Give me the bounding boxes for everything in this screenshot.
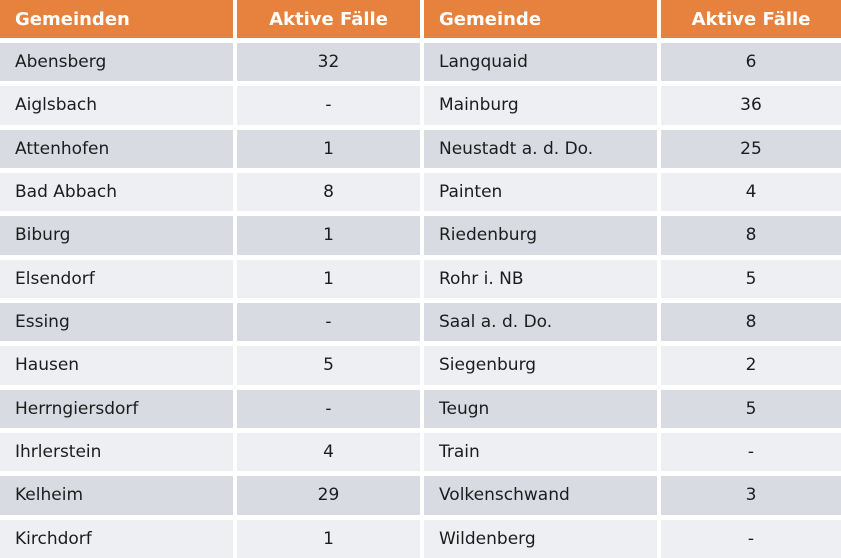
cell-gemeinde-name: Elsendorf: [0, 259, 233, 298]
cell-aktive-faelle-value: 36: [661, 86, 841, 125]
cell-aktive-faelle-value: 5: [237, 346, 420, 385]
cell-aktive-faelle-value: 1: [237, 129, 420, 168]
cell-aktive-faelle-value: 5: [661, 389, 841, 428]
cell-gemeinde-name: Hausen: [0, 346, 233, 385]
cell-aktive-faelle-value: 6: [661, 43, 841, 82]
cell-gemeinde-name: Herrngiersdorf: [0, 389, 233, 428]
cell-aktive-faelle-value: 8: [661, 302, 841, 342]
cell-aktive-faelle-value: 1: [237, 259, 420, 298]
cell-gemeinde-name: Essing: [0, 302, 233, 342]
column-header-gemeinde: Gemeinde: [424, 0, 657, 38]
cell-gemeinde-name: Riedenburg: [424, 216, 657, 255]
cell-aktive-faelle-value: 5: [661, 259, 841, 298]
cell-gemeinde-name: Aiglsbach: [0, 86, 233, 125]
cell-gemeinde-name: Kirchdorf: [0, 519, 233, 558]
cell-gemeinde-name: Ihrlerstein: [0, 432, 233, 472]
cell-gemeinde-name: Saal a. d. Do.: [424, 302, 657, 342]
cell-aktive-faelle-value: -: [237, 302, 420, 342]
column-header-aktive-faelle-right: Aktive Fälle: [661, 0, 841, 38]
cell-gemeinde-name: Painten: [424, 172, 657, 212]
cell-aktive-faelle-value: 4: [237, 432, 420, 472]
cell-aktive-faelle-value: 29: [237, 476, 420, 515]
cell-gemeinde-name: Attenhofen: [0, 129, 233, 168]
cell-gemeinde-name: Wildenberg: [424, 519, 657, 558]
cell-aktive-faelle-value: 8: [237, 172, 420, 212]
cell-aktive-faelle-value: 32: [237, 43, 420, 82]
cell-aktive-faelle-value: -: [237, 86, 420, 125]
cell-gemeinde-name: Biburg: [0, 216, 233, 255]
cell-aktive-faelle-value: 2: [661, 346, 841, 385]
cell-aktive-faelle-value: 3: [661, 476, 841, 515]
cell-gemeinde-name: Rohr i. NB: [424, 259, 657, 298]
cell-gemeinde-name: Langquaid: [424, 43, 657, 82]
cell-aktive-faelle-value: -: [661, 519, 841, 558]
cell-gemeinde-name: Train: [424, 432, 657, 472]
cell-aktive-faelle-value: 1: [237, 519, 420, 558]
cell-aktive-faelle-value: 8: [661, 216, 841, 255]
cell-aktive-faelle-value: 25: [661, 129, 841, 168]
cell-gemeinde-name: Kelheim: [0, 476, 233, 515]
column-header-gemeinden: Gemeinden: [0, 0, 233, 38]
cell-gemeinde-name: Siegenburg: [424, 346, 657, 385]
cell-aktive-faelle-value: 1: [237, 216, 420, 255]
cell-gemeinde-name: Teugn: [424, 389, 657, 428]
cell-gemeinde-name: Bad Abbach: [0, 172, 233, 212]
column-header-aktive-faelle-left: Aktive Fälle: [237, 0, 420, 38]
cell-gemeinde-name: Abensberg: [0, 43, 233, 82]
cell-gemeinde-name: Volkenschwand: [424, 476, 657, 515]
cell-gemeinde-name: Mainburg: [424, 86, 657, 125]
cell-aktive-faelle-value: -: [237, 389, 420, 428]
cell-aktive-faelle-value: 4: [661, 172, 841, 212]
cell-gemeinde-name: Neustadt a. d. Do.: [424, 129, 657, 168]
cell-aktive-faelle-value: -: [661, 432, 841, 472]
